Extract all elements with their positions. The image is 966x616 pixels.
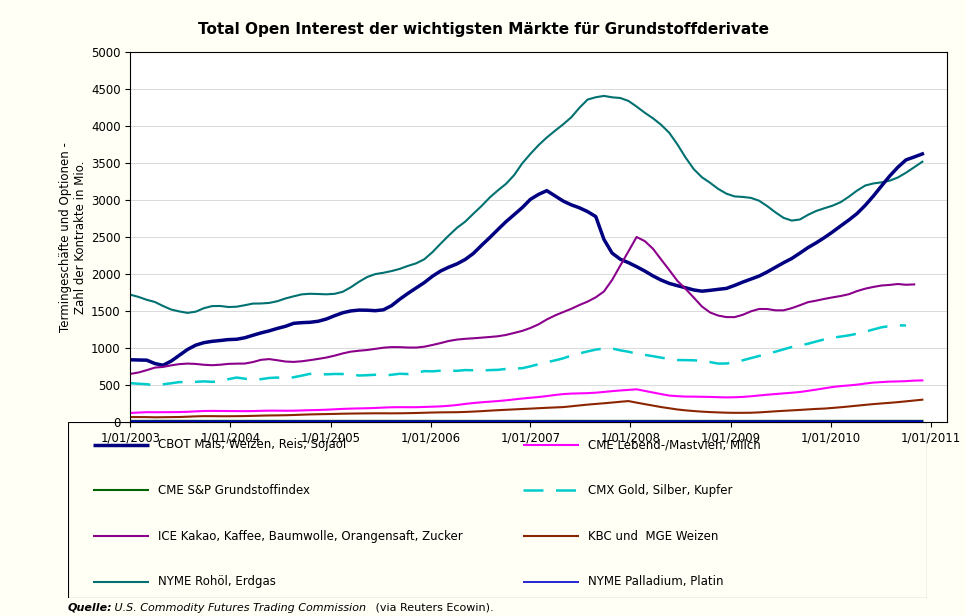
Text: ICE Kakao, Kaffee, Baumwolle, Orangensaft, Zucker: ICE Kakao, Kaffee, Baumwolle, Orangensaf… [157,530,463,543]
Text: (via Reuters Ecowin).: (via Reuters Ecowin). [372,603,494,613]
Text: KBC und  MGE Weizen: KBC und MGE Weizen [587,530,718,543]
Text: Quelle:: Quelle: [68,603,112,613]
Y-axis label: Termingeschäfte und Optionen -
Zahl der Kontrakte in Mio.: Termingeschäfte und Optionen - Zahl der … [59,142,87,332]
Text: CME Lebend-/Mastvieh, Milch: CME Lebend-/Mastvieh, Milch [587,438,760,452]
Text: CME S&P Grundstoffindex: CME S&P Grundstoffindex [157,484,310,497]
Text: NYME Palladium, Platin: NYME Palladium, Platin [587,575,724,588]
Text: Total Open Interest der wichtigsten Märkte für Grundstoffderivate: Total Open Interest der wichtigsten Märk… [197,22,769,36]
Text: NYME Rohöl, Erdgas: NYME Rohöl, Erdgas [157,575,275,588]
Text: CMX Gold, Silber, Kupfer: CMX Gold, Silber, Kupfer [587,484,732,497]
Text: CBOT Mais, Weizen, Reis, Sojaöl: CBOT Mais, Weizen, Reis, Sojaöl [157,438,346,452]
Text: U.S. Commodity Futures Trading Commission: U.S. Commodity Futures Trading Commissio… [111,603,366,613]
